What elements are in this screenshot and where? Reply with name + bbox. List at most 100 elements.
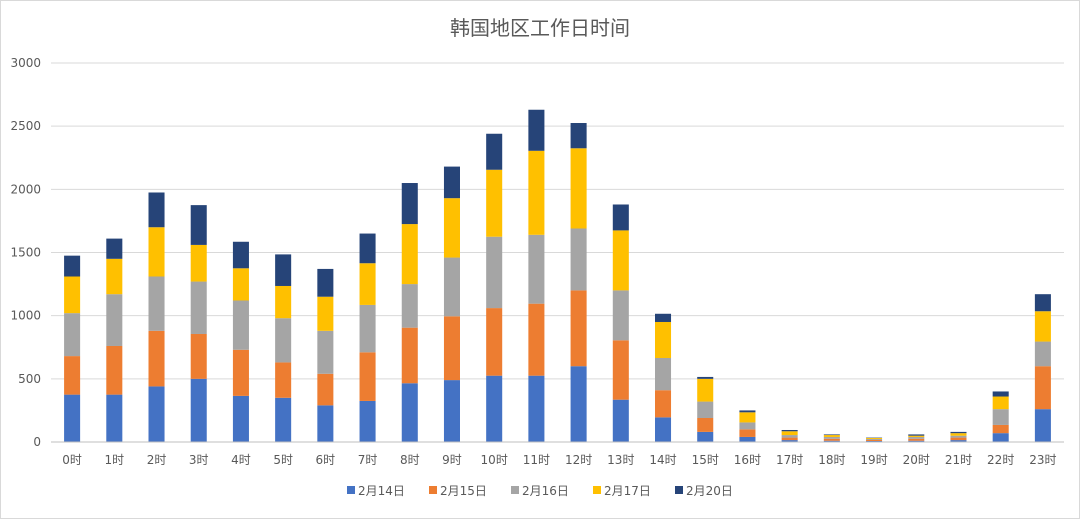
bar-segment	[612, 290, 629, 341]
bar-segment	[570, 366, 587, 442]
chart-title: 韩国地区工作日时间	[450, 16, 630, 40]
bar-segment	[1034, 294, 1051, 312]
bar-segment	[64, 276, 81, 314]
x-tick-label: 11时	[523, 453, 550, 467]
bar-segment	[106, 238, 123, 259]
bar-segment	[486, 375, 503, 442]
bar-segment	[401, 284, 418, 328]
bar-segment	[232, 241, 249, 269]
bar-segment	[992, 396, 1009, 410]
bar-segment	[655, 417, 672, 442]
bar-segment	[823, 440, 840, 442]
bar-segment	[950, 437, 967, 441]
bar-segment	[697, 431, 714, 442]
bar-segment	[655, 313, 672, 322]
bar-segment	[528, 109, 545, 151]
bar-segment	[1034, 409, 1051, 442]
legend: 2月14日 2月15日 2月16日 2月17日 2月20日	[347, 484, 733, 498]
bar-segment	[781, 429, 798, 432]
bar-segment	[992, 433, 1009, 442]
bar-segment	[106, 294, 123, 346]
bar-segment	[64, 255, 81, 277]
x-tick-label: 12时	[565, 453, 592, 467]
y-tick-label: 500	[18, 372, 41, 386]
bar-segment	[401, 383, 418, 442]
bar-segment	[232, 395, 249, 442]
bar-segment	[317, 296, 334, 331]
bar-segment	[148, 227, 165, 277]
bar-segment	[443, 257, 460, 317]
bar-segment	[992, 391, 1009, 397]
bar-segment	[739, 410, 756, 413]
x-tick-label: 21时	[945, 453, 972, 467]
bar-segment	[64, 313, 81, 357]
bar-segment	[697, 401, 714, 418]
bar-segment	[486, 236, 503, 309]
bar-segment	[950, 435, 967, 438]
y-tick-label: 2000	[10, 182, 41, 196]
y-tick-label: 1000	[10, 309, 41, 323]
bar-segment	[908, 440, 925, 442]
bar-segment	[317, 373, 334, 406]
legend-swatch	[429, 486, 437, 494]
bars	[64, 109, 1051, 442]
legend-label: 2月15日	[440, 484, 487, 498]
bar-segment	[655, 357, 672, 391]
gridlines	[51, 62, 1064, 380]
bar-segment	[317, 330, 334, 374]
bar-segment	[866, 438, 883, 440]
bar-segment	[275, 254, 292, 286]
bar-segment	[401, 327, 418, 384]
y-tick-label: 3000	[10, 56, 41, 70]
bar-segment	[148, 330, 165, 387]
legend-label: 2月14日	[358, 484, 405, 498]
y-tick-label: 0	[33, 435, 41, 449]
bar-segment	[781, 431, 798, 436]
bar-segment	[655, 390, 672, 418]
x-tick-label: 22时	[987, 453, 1014, 467]
x-tick-label: 7时	[358, 453, 378, 467]
bar-segment	[908, 434, 925, 436]
y-tick-label: 2500	[10, 119, 41, 133]
bar-segment	[64, 394, 81, 442]
bar-segment	[1034, 341, 1051, 367]
bar-segment	[401, 224, 418, 285]
bar-segment	[612, 230, 629, 291]
bar-segment	[739, 412, 756, 423]
bar-segment	[148, 192, 165, 228]
bar-segment	[781, 437, 798, 441]
x-tick-label: 17时	[776, 453, 803, 467]
x-tick-label: 0时	[62, 453, 82, 467]
bar-segment	[443, 316, 460, 381]
bar-segment	[655, 321, 672, 358]
bar-segment	[781, 435, 798, 438]
bar-segment	[359, 400, 376, 442]
bar-segment	[1034, 311, 1051, 342]
legend-swatch	[347, 486, 355, 494]
bar-segment	[781, 440, 798, 442]
bar-segment	[443, 198, 460, 258]
x-axis-ticks: 0时 1时 2时 3时 4时 5时 6时 7时 8时 9时 10时 11时 12时 13时 14时 15时 16…	[62, 453, 1056, 467]
bar-segment	[950, 440, 967, 442]
bar-segment	[570, 148, 587, 229]
bar-segment	[866, 437, 883, 439]
bar-segment	[486, 308, 503, 376]
bar-segment	[697, 378, 714, 402]
bar-segment	[908, 438, 925, 441]
bar-segment	[528, 234, 545, 304]
bar-segment	[908, 435, 925, 437]
x-tick-label: 5时	[273, 453, 293, 467]
bar-segment	[190, 333, 207, 379]
bar-segment	[823, 434, 840, 436]
bar-segment	[401, 183, 418, 225]
bar-segment	[739, 429, 756, 437]
bar-segment	[359, 304, 376, 353]
bar-segment	[823, 438, 840, 441]
legend-swatch	[511, 486, 519, 494]
bar-segment	[106, 345, 123, 395]
bar-segment	[317, 405, 334, 442]
bar-segment	[823, 436, 840, 439]
x-tick-label: 23时	[1029, 453, 1056, 467]
